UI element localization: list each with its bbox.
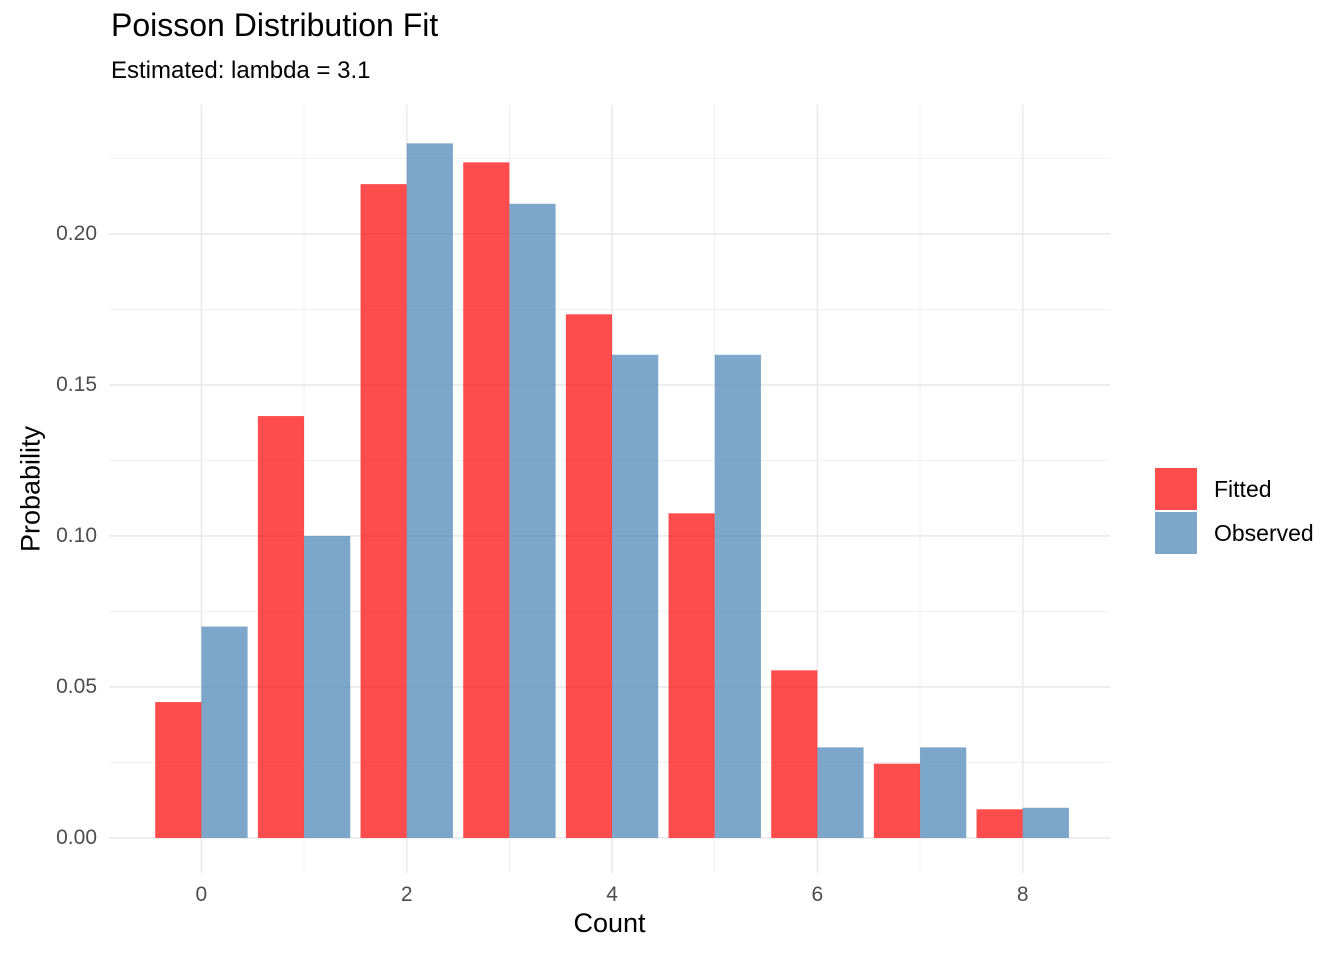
- bar-fitted-count-8: [976, 809, 1023, 838]
- y-tick-label-0.05: 0.05: [56, 675, 97, 699]
- legend-item-fitted: Fitted: [1155, 468, 1314, 510]
- bar-observed-count-2: [406, 143, 453, 838]
- legend: Fitted Observed: [1155, 468, 1314, 554]
- bar-observed-count-4: [612, 354, 659, 838]
- bar-observed-count-7: [920, 747, 967, 838]
- bar-observed-count-5: [714, 354, 761, 838]
- x-axis-title: Count: [573, 908, 646, 938]
- bar-fitted-count-5: [668, 513, 715, 838]
- bar-fitted-count-7: [873, 763, 921, 838]
- bar-fitted-count-3: [463, 162, 510, 838]
- bar-fitted-count-2: [360, 184, 407, 838]
- bar-observed-count-8: [1022, 807, 1069, 838]
- chart-panel: [109, 105, 1110, 873]
- y-tick-label-0.10: 0.10: [56, 524, 97, 548]
- y-tick-label-0.00: 0.00: [56, 826, 97, 850]
- bar-observed-count-1: [304, 535, 351, 838]
- x-tick-label-2: 2: [400, 883, 413, 906]
- legend-label-fitted: Fitted: [1214, 475, 1272, 502]
- x-tick-label-8: 8: [1016, 883, 1029, 906]
- bar-chart-canvas: [109, 105, 1110, 873]
- chart-subtitle: Estimated: lambda = 3.1: [111, 57, 371, 84]
- x-tick-label-0: 0: [195, 883, 208, 906]
- bar-observed-count-0: [201, 626, 248, 838]
- y-tick-label-0.15: 0.15: [56, 373, 97, 397]
- bar-observed-count-3: [509, 203, 556, 838]
- x-tick-label-4: 4: [606, 883, 618, 906]
- bar-fitted-count-4: [565, 314, 613, 838]
- legend-key-fitted-swatch: [1155, 468, 1197, 510]
- x-tick-label-6: 6: [811, 883, 824, 906]
- bar-fitted-count-0: [155, 702, 202, 838]
- legend-label-observed: Observed: [1214, 519, 1314, 546]
- bar-observed-count-6: [817, 747, 864, 838]
- chart-title: Poisson Distribution Fit: [111, 7, 439, 43]
- bar-fitted-count-6: [771, 670, 818, 838]
- legend-item-observed: Observed: [1155, 512, 1314, 554]
- y-tick-label-0.20: 0.20: [56, 222, 97, 246]
- legend-key-observed-swatch: [1155, 512, 1197, 554]
- bar-fitted-count-1: [257, 416, 305, 838]
